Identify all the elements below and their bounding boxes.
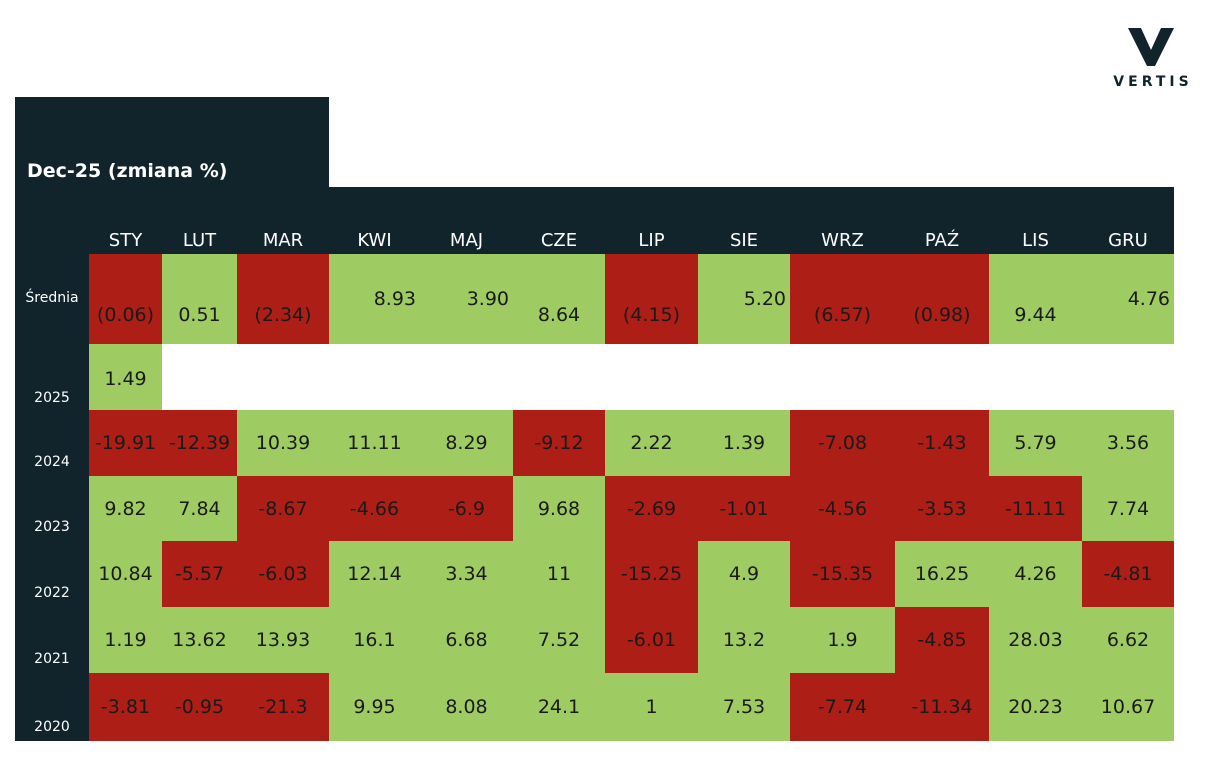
data-cell: 28.03	[989, 607, 1082, 673]
title-panel	[15, 97, 329, 187]
data-cell: 1	[605, 673, 698, 741]
data-cell: 1.49	[89, 344, 162, 410]
data-cell: 5.79	[989, 410, 1082, 476]
average-cell: (6.57)	[790, 254, 895, 344]
data-cell: -2.69	[605, 476, 698, 541]
data-cell: 9.68	[513, 476, 605, 541]
data-cell: 20.23	[989, 673, 1082, 741]
average-cell: 3.90	[420, 254, 513, 344]
data-cell: 7.74	[1082, 476, 1174, 541]
row-label-year: 2025	[34, 390, 70, 406]
v-chevron-logo-icon	[1128, 28, 1174, 66]
data-cell: 1.9	[790, 607, 895, 673]
average-cell: (4.15)	[605, 254, 698, 344]
data-cell: 4.26	[989, 541, 1082, 607]
column-header-cze: CZE	[540, 230, 578, 251]
data-cell: -1.01	[698, 476, 790, 541]
column-header-paź: PAŹ	[924, 230, 960, 251]
data-cell: -0.95	[162, 673, 237, 741]
data-cell: -9.12	[513, 410, 605, 476]
data-cell: 6.62	[1082, 607, 1174, 673]
row-label-column	[15, 254, 89, 741]
average-cell: (2.34)	[237, 254, 329, 344]
table-title: Dec-25 (zmiana %)	[27, 160, 228, 182]
row-label-year: 2024	[34, 454, 70, 470]
data-cell: 4.9	[698, 541, 790, 607]
data-cell: -19.91	[89, 410, 162, 476]
average-cell: (0.06)	[89, 254, 162, 344]
row-label-year: 2020	[34, 719, 70, 735]
data-cell: 8.08	[420, 673, 513, 741]
data-cell: 11.11	[329, 410, 420, 476]
average-cell: 9.44	[989, 254, 1082, 344]
data-cell: 24.1	[513, 673, 605, 741]
vertis-logo: VERTIS	[1108, 26, 1194, 90]
data-cell: 12.14	[329, 541, 420, 607]
row-label-year: 2021	[34, 651, 70, 667]
data-cell: 16.1	[329, 607, 420, 673]
data-cell: -3.53	[895, 476, 989, 541]
data-cell: 3.56	[1082, 410, 1174, 476]
data-cell: -21.3	[237, 673, 329, 741]
row-label-average: Średnia	[25, 290, 79, 306]
data-cell: -8.67	[237, 476, 329, 541]
data-cell: -6.9	[420, 476, 513, 541]
average-cell: 8.64	[513, 254, 605, 344]
data-cell: 11	[513, 541, 605, 607]
data-cell: 13.62	[162, 607, 237, 673]
data-cell: -6.03	[237, 541, 329, 607]
row-label-year: 2023	[34, 519, 70, 535]
data-cell: 10.67	[1082, 673, 1174, 741]
column-header-gru: GRU	[1108, 230, 1148, 251]
header-band	[15, 187, 1174, 254]
column-header-maj: MAJ	[449, 230, 484, 251]
data-cell: 9.82	[89, 476, 162, 541]
data-cell: -3.81	[89, 673, 162, 741]
data-cell: -5.57	[162, 541, 237, 607]
column-header-lut: LUT	[182, 230, 217, 251]
data-cell: 6.68	[420, 607, 513, 673]
data-cell: -15.35	[790, 541, 895, 607]
data-cell: -4.81	[1082, 541, 1174, 607]
data-cell: 1.39	[698, 410, 790, 476]
data-cell: -12.39	[162, 410, 237, 476]
column-header-mar: MAR	[262, 230, 304, 251]
data-cell: 16.25	[895, 541, 989, 607]
average-cell: (0.98)	[895, 254, 989, 344]
column-header-lip: LIP	[638, 230, 665, 251]
data-cell: -4.85	[895, 607, 989, 673]
data-cell: 7.84	[162, 476, 237, 541]
average-cell: 0.51	[162, 254, 237, 344]
data-cell: 13.93	[237, 607, 329, 673]
average-cell: 4.76	[1082, 254, 1174, 344]
data-cell: -6.01	[605, 607, 698, 673]
data-cell: -1.43	[895, 410, 989, 476]
data-cell: 10.84	[89, 541, 162, 607]
data-cell: 13.2	[698, 607, 790, 673]
average-cell: 5.20	[698, 254, 790, 344]
data-cell: -7.74	[790, 673, 895, 741]
data-cell: 3.34	[420, 541, 513, 607]
column-header-kwi: KWI	[357, 230, 392, 251]
column-header-sty: STY	[108, 230, 143, 251]
data-cell: -7.08	[790, 410, 895, 476]
data-cell: -4.56	[790, 476, 895, 541]
data-cell: 1.19	[89, 607, 162, 673]
data-cell: -15.25	[605, 541, 698, 607]
column-header-sie: SIE	[729, 230, 759, 251]
column-header-lis: LIS	[1022, 230, 1049, 251]
data-cell: 9.95	[329, 673, 420, 741]
data-cell: 7.52	[513, 607, 605, 673]
row-label-year: 2022	[34, 585, 70, 601]
data-cell: 2.22	[605, 410, 698, 476]
data-cell: 8.29	[420, 410, 513, 476]
data-cell: -11.34	[895, 673, 989, 741]
data-cell: -4.66	[329, 476, 420, 541]
column-header-wrz: WRZ	[821, 230, 864, 251]
data-cell: 10.39	[237, 410, 329, 476]
brand-name: VERTIS	[1113, 74, 1193, 90]
average-cell: 8.93	[329, 254, 420, 344]
data-cell: -11.11	[989, 476, 1082, 541]
data-cell: 7.53	[698, 673, 790, 741]
